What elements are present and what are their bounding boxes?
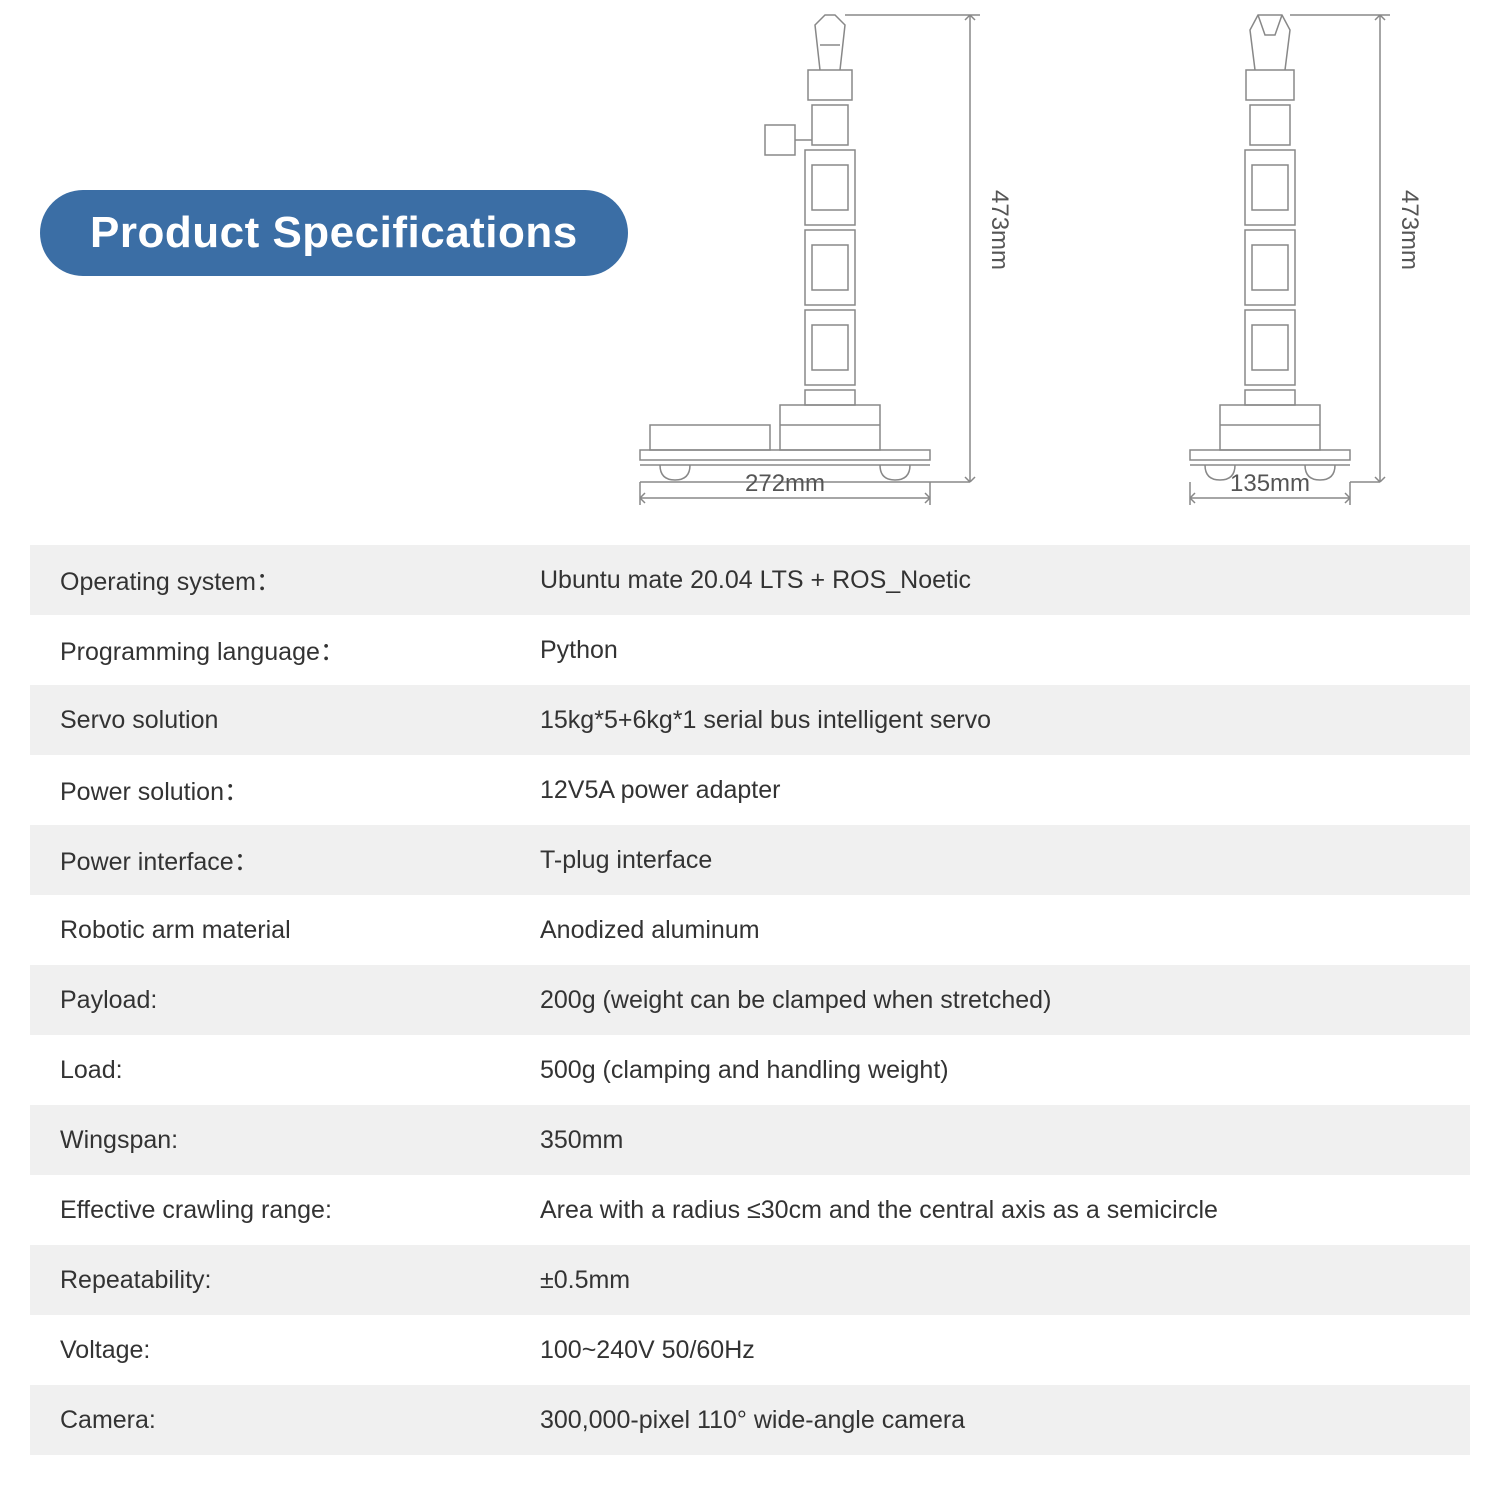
spec-label: Operating system： <box>30 562 540 598</box>
spec-label: Programming language： <box>30 632 540 668</box>
spec-label: Voltage: <box>30 1336 540 1365</box>
spec-label: Camera: <box>30 1406 540 1435</box>
spec-label: Load: <box>30 1056 540 1085</box>
spec-row: Camera:300,000-pixel 110° wide-angle cam… <box>30 1385 1470 1455</box>
spec-label: Power solution： <box>30 772 540 808</box>
side-width-label: 135mm <box>1230 470 1310 498</box>
spec-label: Wingspan: <box>30 1126 540 1155</box>
page-title: Product Specifications <box>40 190 628 276</box>
technical-diagram: 473mm 272mm <box>590 10 1460 510</box>
spec-row: Load:500g (clamping and handling weight) <box>30 1035 1470 1105</box>
spec-value: ±0.5mm <box>540 1266 1470 1295</box>
spec-row: Payload:200g (weight can be clamped when… <box>30 965 1470 1035</box>
spec-row: Wingspan:350mm <box>30 1105 1470 1175</box>
spec-value: 15kg*5+6kg*1 serial bus intelligent serv… <box>540 706 1470 735</box>
spec-row: Servo solution15kg*5+6kg*1 serial bus in… <box>30 685 1470 755</box>
spec-row: Operating system：Ubuntu mate 20.04 LTS +… <box>30 545 1470 615</box>
spec-label: Effective crawling range: <box>30 1196 540 1225</box>
header-region: Product Specifications <box>0 0 1500 520</box>
spec-label: Payload: <box>30 986 540 1015</box>
spec-value: Anodized aluminum <box>540 916 1470 945</box>
front-height-label: 473mm <box>985 190 1013 270</box>
spec-label: Robotic arm material <box>30 916 540 945</box>
specs-table: Operating system：Ubuntu mate 20.04 LTS +… <box>30 545 1470 1455</box>
spec-value: 350mm <box>540 1126 1470 1155</box>
spec-value: Ubuntu mate 20.04 LTS + ROS_Noetic <box>540 566 1470 595</box>
spec-value: 300,000-pixel 110° wide-angle camera <box>540 1406 1470 1435</box>
spec-row: Voltage:100~240V 50/60Hz <box>30 1315 1470 1385</box>
spec-row: Power solution：12V5A power adapter <box>30 755 1470 825</box>
spec-value: 100~240V 50/60Hz <box>540 1336 1470 1365</box>
spec-row: Repeatability:±0.5mm <box>30 1245 1470 1315</box>
spec-value: 500g (clamping and handling weight) <box>540 1056 1470 1085</box>
spec-row: Power interface：T-plug interface <box>30 825 1470 895</box>
front-width-label: 272mm <box>745 470 825 498</box>
spec-label: Repeatability: <box>30 1266 540 1295</box>
spec-row: Effective crawling range:Area with a rad… <box>30 1175 1470 1245</box>
spec-label: Servo solution <box>30 706 540 735</box>
spec-value: 200g (weight can be clamped when stretch… <box>540 986 1470 1015</box>
side-height-label: 473mm <box>1395 190 1423 270</box>
spec-value: Area with a radius ≤30cm and the central… <box>540 1196 1470 1225</box>
spec-value: 12V5A power adapter <box>540 776 1470 805</box>
spec-label: Power interface： <box>30 842 540 878</box>
spec-value: Python <box>540 636 1470 665</box>
spec-value: T-plug interface <box>540 846 1470 875</box>
spec-row: Programming language：Python <box>30 615 1470 685</box>
spec-row: Robotic arm materialAnodized aluminum <box>30 895 1470 965</box>
